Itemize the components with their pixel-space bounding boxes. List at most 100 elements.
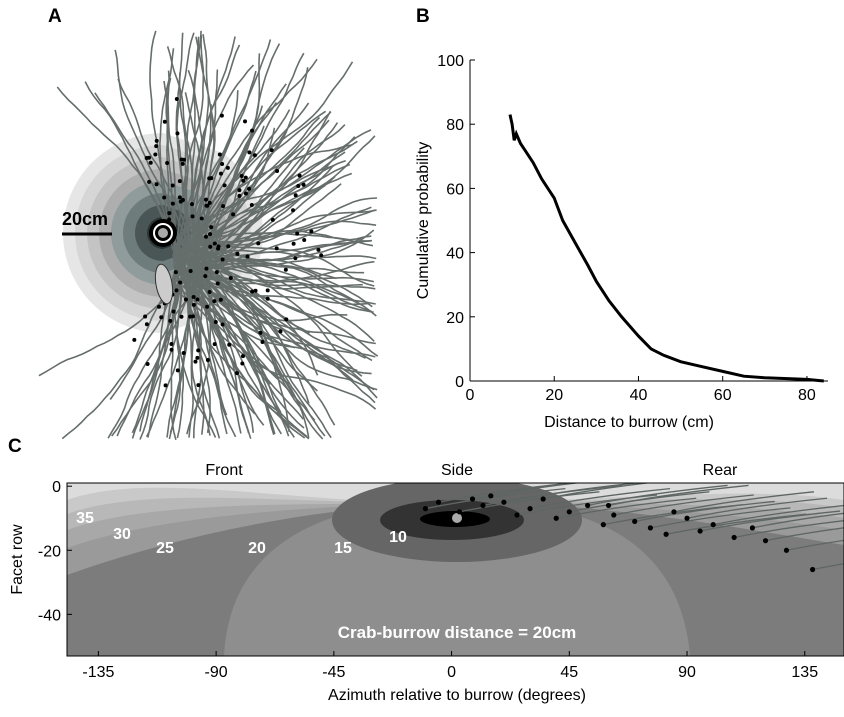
trajectory	[184, 268, 378, 391]
trajectory	[197, 136, 356, 238]
x-tick-label: 0	[466, 387, 475, 404]
region-label: Side	[441, 462, 473, 479]
contour-label: 35	[76, 510, 94, 527]
crab-position	[269, 148, 274, 153]
trajectory	[178, 165, 335, 236]
trajectory	[187, 236, 228, 416]
region-label: Rear	[703, 462, 738, 479]
crab-position	[241, 178, 246, 183]
trajectory	[459, 491, 600, 513]
trajectory	[184, 252, 363, 290]
crab-position	[154, 144, 159, 149]
crab-position	[207, 200, 212, 205]
burrow-ring	[153, 223, 173, 243]
trajectory	[490, 483, 574, 497]
crab-position	[810, 566, 816, 573]
crab-position	[239, 173, 244, 178]
crab-position	[469, 496, 476, 502]
crab-position	[710, 522, 716, 528]
crab-position	[154, 138, 159, 143]
trajectory	[111, 263, 180, 437]
crab-position	[144, 322, 149, 327]
crab-position	[174, 97, 179, 102]
crab-position	[144, 155, 149, 160]
crab-position	[435, 499, 442, 505]
crab-position	[143, 314, 148, 319]
crab-position	[731, 534, 737, 541]
trajectory	[183, 43, 281, 265]
crab-position	[256, 241, 261, 246]
x-tick-label: 80	[798, 387, 816, 404]
trajectory	[192, 144, 353, 236]
crab-position	[177, 195, 182, 200]
crab-position	[278, 329, 283, 334]
crab-position	[207, 289, 212, 294]
x-tick-label: 90	[678, 664, 696, 681]
y-axis-label: Cumulative probability	[415, 142, 432, 299]
trajectory	[189, 209, 377, 253]
crab-position	[182, 157, 187, 162]
contour-label: 10	[389, 529, 407, 546]
trajectory	[713, 504, 844, 526]
trajectory	[200, 251, 372, 375]
crab-position	[240, 354, 245, 359]
crab-position	[215, 281, 220, 286]
trajectory	[189, 273, 373, 362]
crab-position	[165, 161, 170, 166]
crab-position	[132, 337, 137, 342]
crab-position	[600, 522, 606, 528]
crab-position	[297, 173, 302, 178]
trajectory	[176, 109, 291, 280]
crab-position	[188, 314, 193, 319]
crab-position	[605, 502, 612, 509]
crab-position	[295, 231, 300, 236]
crab-position	[208, 232, 213, 237]
trajectory	[174, 266, 375, 283]
trajectory	[189, 284, 376, 358]
crab-position	[178, 280, 183, 285]
crab-position	[253, 288, 258, 293]
crab-position	[220, 161, 225, 166]
crab-position	[191, 302, 196, 307]
crab-position	[219, 113, 224, 118]
trajectory	[199, 291, 310, 440]
crab-position	[527, 506, 533, 512]
crab-position	[203, 274, 208, 279]
crab-position	[697, 528, 703, 534]
crab-position	[283, 267, 288, 272]
crab-position	[207, 176, 212, 181]
crab-position	[167, 211, 172, 216]
x-tick-label: 20	[545, 387, 563, 404]
crab-position	[611, 512, 617, 518]
trajectory	[752, 512, 844, 529]
crab-position	[234, 371, 239, 376]
crab-position	[247, 150, 252, 155]
crab-position	[174, 288, 179, 293]
crab-position	[169, 347, 174, 352]
x-tick-label: 45	[560, 664, 578, 681]
crab-position	[231, 212, 236, 217]
crab-position	[169, 342, 174, 347]
crab-position	[456, 509, 463, 515]
contour-label: 15	[334, 540, 352, 557]
crab-position	[154, 182, 159, 187]
crab-position	[209, 225, 214, 230]
trajectory	[202, 247, 332, 439]
crab-position	[173, 270, 178, 275]
crab-position	[195, 297, 200, 302]
trajectory	[172, 164, 335, 279]
crab-position	[228, 275, 233, 280]
trajectory	[699, 510, 841, 532]
crab-position	[205, 357, 210, 362]
burrow	[452, 513, 462, 523]
crab-position	[163, 383, 168, 388]
crab-position	[243, 175, 248, 180]
trajectory	[733, 520, 844, 539]
crab-position	[250, 128, 255, 133]
y-tick-label: 20	[446, 310, 464, 327]
y-tick-label: 80	[446, 117, 464, 134]
crab-position	[237, 193, 242, 198]
x-tick-label: 135	[791, 664, 818, 681]
trajectory	[650, 507, 791, 529]
